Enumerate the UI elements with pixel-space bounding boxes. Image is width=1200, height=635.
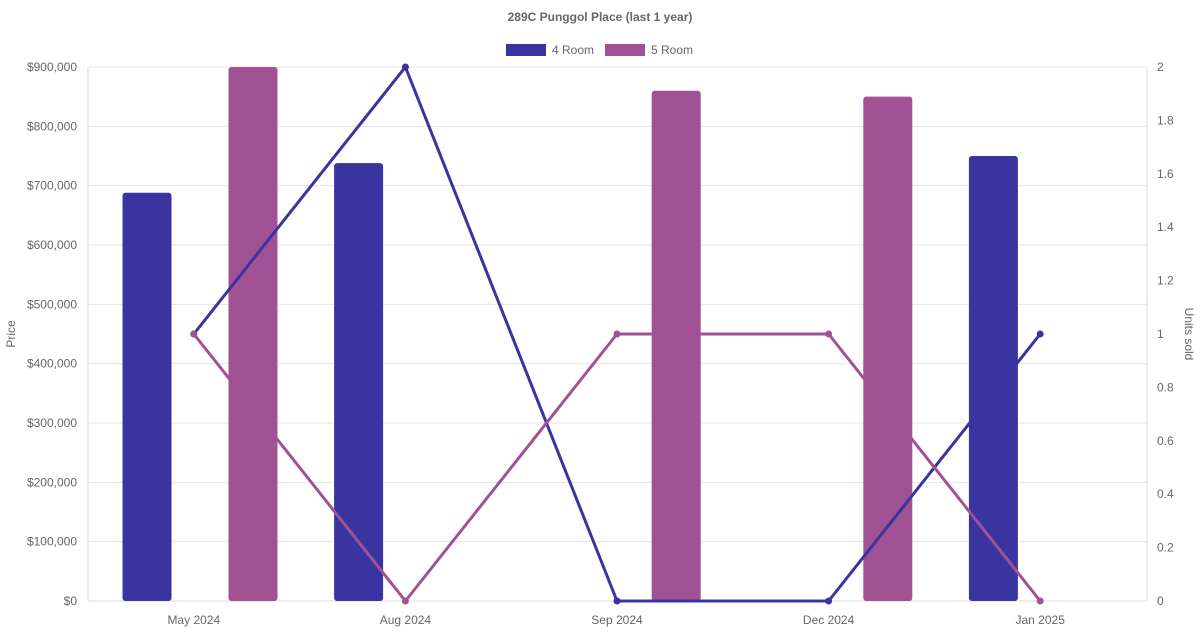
x-tick-label-may-2024: May 2024: [167, 613, 220, 627]
y2-tick-label-0: 0: [1157, 594, 1164, 608]
x-tick-label-dec-2024: Dec 2024: [803, 613, 855, 627]
legend-item-5-room[interactable]: 5 Room: [605, 43, 693, 57]
bar-4-room-jan-2025[interactable]: [968, 156, 1018, 601]
bar-5-room-may-2024[interactable]: [228, 67, 278, 601]
y-tick-label-0: $0: [64, 594, 78, 608]
point-4-room-dec-2024[interactable]: [825, 597, 833, 605]
y-tick-label-8: $800,000: [27, 119, 77, 133]
legend-item-4-room[interactable]: 4 Room: [506, 43, 594, 57]
line-5-room: [192, 332, 1042, 603]
legend-swatch-4-room: [506, 44, 546, 56]
y2-tick-label-3: 0.6: [1157, 434, 1174, 448]
points-layer: [190, 63, 1044, 605]
bars-layer: [122, 67, 1018, 602]
bar-5-room-sep-2024[interactable]: [651, 90, 701, 601]
y2-tick-label-7: 1.4: [1157, 220, 1174, 234]
y-tick-label-3: $300,000: [27, 416, 77, 430]
ticks-layer: $0 $100,000 $200,000 $300,000 $400,000 $500,0…: [27, 60, 1174, 627]
bar-5-room-dec-2024[interactable]: [863, 96, 913, 602]
y2-tick-label-2: 0.4: [1157, 487, 1174, 501]
y2-tick-label-4: 0.8: [1157, 380, 1174, 394]
chart-title: 289C Punggol Place (last 1 year): [508, 10, 693, 24]
point-4-room-aug-2024[interactable]: [401, 63, 409, 71]
y2-tick-label-9: 1.8: [1157, 113, 1174, 127]
point-5-room-dec-2024[interactable]: [825, 330, 833, 338]
legend-swatch-5-room: [605, 44, 645, 56]
legend-label-5-room: 5 Room: [651, 43, 693, 57]
y-tick-label-2: $200,000: [27, 475, 77, 489]
x-tick-label-aug-2024: Aug 2024: [380, 613, 432, 627]
y-axis-title: Price: [4, 320, 18, 348]
y-tick-label-6: $600,000: [27, 238, 77, 252]
y-tick-label-5: $500,000: [27, 297, 77, 311]
y2-tick-label-10: 2: [1157, 60, 1164, 74]
point-4-room-jan-2025[interactable]: [1036, 330, 1044, 338]
x-tick-label-sep-2024: Sep 2024: [591, 613, 643, 627]
point-5-room-may-2024[interactable]: [190, 330, 198, 338]
legend: 4 Room 5 Room: [506, 43, 693, 57]
bar-4-room-may-2024[interactable]: [122, 192, 172, 601]
x-tick-label-jan-2025: Jan 2025: [1016, 613, 1066, 627]
bar-4-room-aug-2024[interactable]: [334, 163, 384, 601]
y-tick-label-4: $400,000: [27, 357, 77, 371]
point-4-room-sep-2024[interactable]: [613, 597, 621, 605]
y2-tick-label-1: 0.2: [1157, 541, 1174, 555]
legend-label-4-room: 4 Room: [552, 43, 594, 57]
y-tick-label-1: $100,000: [27, 535, 77, 549]
y2-tick-label-8: 1.6: [1157, 167, 1174, 181]
point-5-room-jan-2025[interactable]: [1036, 597, 1044, 605]
point-5-room-sep-2024[interactable]: [613, 330, 621, 338]
y-tick-label-9: $900,000: [27, 60, 77, 74]
y2-axis-title: Units sold: [1182, 308, 1196, 361]
y2-tick-label-5: 1: [1157, 327, 1164, 341]
y-tick-label-7: $700,000: [27, 179, 77, 193]
y2-tick-label-6: 1.2: [1157, 274, 1174, 288]
point-5-room-aug-2024[interactable]: [401, 597, 409, 605]
